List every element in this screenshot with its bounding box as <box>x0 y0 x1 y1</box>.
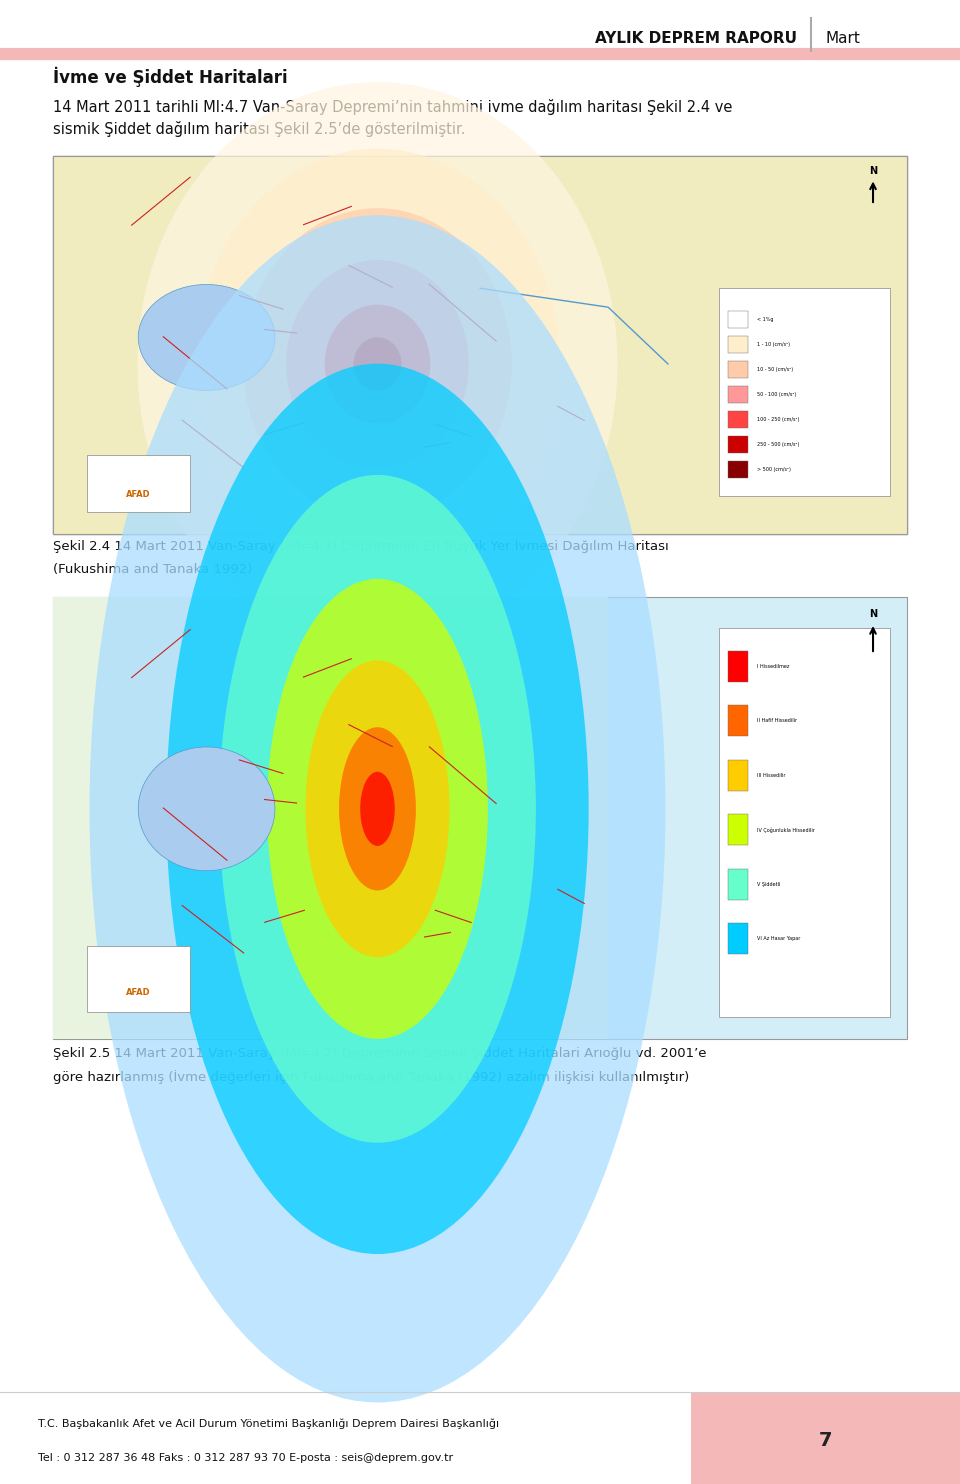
FancyBboxPatch shape <box>691 1392 960 1484</box>
Text: > 500 (cm/s²): > 500 (cm/s²) <box>756 467 791 472</box>
Text: < 1%g: < 1%g <box>756 318 774 322</box>
FancyBboxPatch shape <box>728 361 748 378</box>
Text: N: N <box>869 610 877 619</box>
Ellipse shape <box>305 660 449 957</box>
Ellipse shape <box>339 727 416 890</box>
Ellipse shape <box>138 285 275 390</box>
Text: göre hazırlanmış (İvme değerleri için Fukushima and Tanaka (1992) azalım ilişkis: göre hazırlanmış (İvme değerleri için Fu… <box>53 1070 689 1085</box>
Text: Tel : 0 312 287 36 48 Faks : 0 312 287 93 70 E-posta : seis@deprem.gov.tr: Tel : 0 312 287 36 48 Faks : 0 312 287 9… <box>38 1453 453 1463</box>
Ellipse shape <box>243 208 512 519</box>
FancyBboxPatch shape <box>87 454 189 512</box>
Ellipse shape <box>195 148 560 579</box>
FancyBboxPatch shape <box>728 868 748 899</box>
FancyBboxPatch shape <box>728 462 748 478</box>
Text: AFAD: AFAD <box>126 988 151 997</box>
Ellipse shape <box>324 304 430 423</box>
FancyBboxPatch shape <box>728 760 748 791</box>
FancyBboxPatch shape <box>728 651 748 683</box>
Ellipse shape <box>267 579 488 1039</box>
Text: IV Çoğunlukla Hissedilir: IV Çoğunlukla Hissedilir <box>756 827 815 833</box>
FancyBboxPatch shape <box>728 705 748 736</box>
FancyBboxPatch shape <box>728 411 748 427</box>
Ellipse shape <box>89 215 665 1402</box>
Text: 14 Mart 2011 tarihli Ml:4.7 Van-Saray Depremi’nin tahmini ivme dağılım haritası : 14 Mart 2011 tarihli Ml:4.7 Van-Saray De… <box>53 99 732 114</box>
Text: N: N <box>869 166 877 177</box>
Text: 7: 7 <box>819 1431 832 1450</box>
Text: AFAD: AFAD <box>126 490 151 499</box>
FancyBboxPatch shape <box>728 337 748 353</box>
Text: (Fukushima and Tanaka 1992): (Fukushima and Tanaka 1992) <box>53 564 252 576</box>
Text: 50 - 100 (cm/s²): 50 - 100 (cm/s²) <box>756 392 796 396</box>
Text: Şekil 2.4 14 Mart 2011 Van-Saray (Ml=4.7) Depreminin En Büyük Yer İvmesi Dağılım: Şekil 2.4 14 Mart 2011 Van-Saray (Ml=4.7… <box>53 539 668 554</box>
FancyBboxPatch shape <box>728 815 748 846</box>
Text: 250 - 500 (cm/s²): 250 - 500 (cm/s²) <box>756 442 800 447</box>
Ellipse shape <box>219 475 536 1143</box>
FancyBboxPatch shape <box>728 923 748 954</box>
Text: VI Az Hasar Yapar: VI Az Hasar Yapar <box>756 936 801 941</box>
FancyBboxPatch shape <box>53 156 907 534</box>
FancyBboxPatch shape <box>728 436 748 453</box>
Text: İvme ve Şiddet Haritalari: İvme ve Şiddet Haritalari <box>53 67 287 88</box>
Text: 1 - 10 (cm/s²): 1 - 10 (cm/s²) <box>756 341 790 347</box>
Text: Mart: Mart <box>826 31 860 46</box>
FancyBboxPatch shape <box>87 945 189 1012</box>
FancyBboxPatch shape <box>728 386 748 402</box>
Text: V Şiddetli: V Şiddetli <box>756 881 780 887</box>
Text: AYLIK DEPREM RAPORU: AYLIK DEPREM RAPORU <box>595 31 797 46</box>
Text: Şekil 2.5 14 Mart 2011 Van-Saray (Ml=4.7) Depreminin Sismik Şiddet Haritalari Ar: Şekil 2.5 14 Mart 2011 Van-Saray (Ml=4.7… <box>53 1048 707 1060</box>
Text: II Hafif Hissedilir: II Hafif Hissedilir <box>756 718 797 723</box>
FancyBboxPatch shape <box>728 312 748 328</box>
Text: I Hissedilmez: I Hissedilmez <box>756 663 789 669</box>
Ellipse shape <box>353 337 401 390</box>
FancyBboxPatch shape <box>53 597 907 1039</box>
Text: T.C. Başbakanlık Afet ve Acil Durum Yönetimi Başkanlığı Deprem Dairesi Başkanlığ: T.C. Başbakanlık Afet ve Acil Durum Yöne… <box>38 1419 499 1429</box>
Text: 10 - 50 (cm/s²): 10 - 50 (cm/s²) <box>756 367 793 372</box>
Ellipse shape <box>360 772 395 846</box>
FancyBboxPatch shape <box>53 156 907 534</box>
Ellipse shape <box>286 260 468 467</box>
FancyBboxPatch shape <box>719 628 890 1017</box>
Text: 100 - 250 (cm/s²): 100 - 250 (cm/s²) <box>756 417 800 421</box>
FancyBboxPatch shape <box>719 288 890 496</box>
Text: III Hissedilir: III Hissedilir <box>756 773 785 778</box>
Ellipse shape <box>137 82 617 646</box>
Text: sismik Şiddet dağılım haritası Şekil 2.5’de gösterilmiştir.: sismik Şiddet dağılım haritası Şekil 2.5… <box>53 122 466 137</box>
Ellipse shape <box>166 364 588 1254</box>
FancyBboxPatch shape <box>53 597 609 1039</box>
Ellipse shape <box>138 746 275 871</box>
